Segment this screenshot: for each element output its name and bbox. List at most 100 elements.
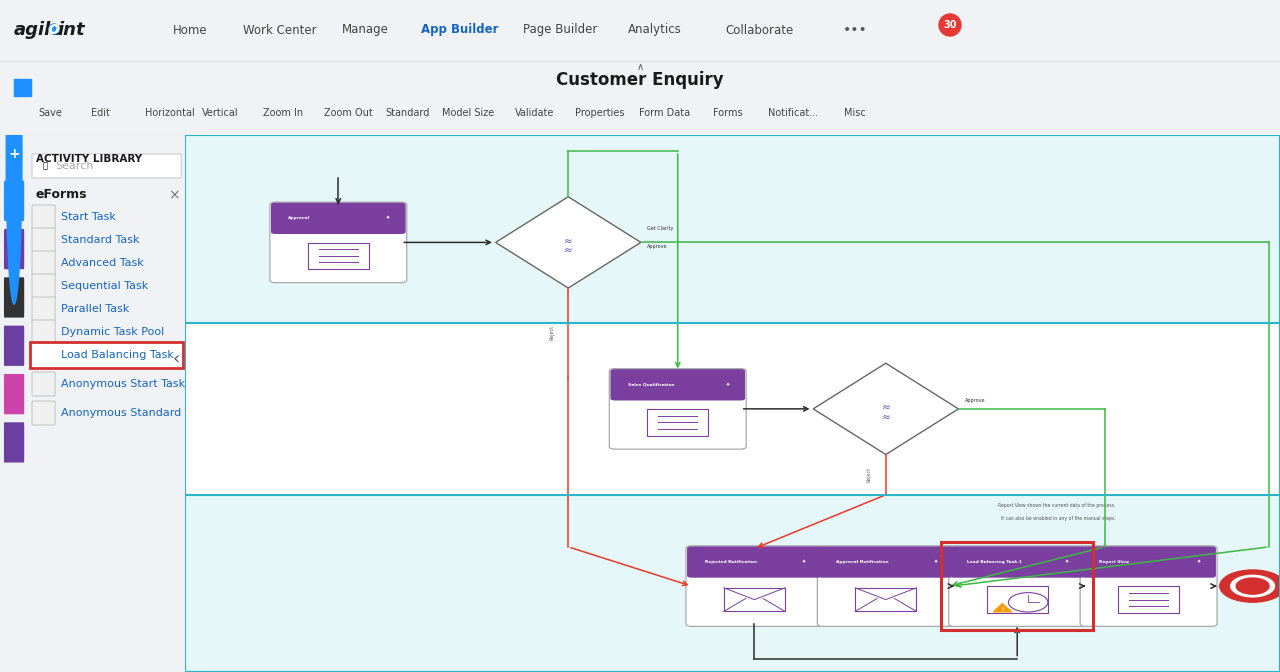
Text: Standard: Standard — [385, 108, 430, 118]
FancyBboxPatch shape — [4, 278, 24, 318]
FancyBboxPatch shape — [687, 546, 822, 578]
Bar — [186, 495, 1280, 672]
FancyBboxPatch shape — [32, 228, 55, 252]
Text: Edit: Edit — [91, 108, 109, 118]
Text: Vertical: Vertical — [202, 108, 238, 118]
Text: Horizontal: Horizontal — [145, 108, 195, 118]
Text: ×: × — [169, 188, 180, 202]
Bar — [723, 588, 785, 612]
Bar — [14, 88, 22, 96]
Text: Work Center: Work Center — [243, 24, 317, 36]
Text: Search: Search — [55, 161, 93, 171]
Text: Rejected Notification: Rejected Notification — [704, 560, 756, 564]
FancyBboxPatch shape — [1082, 546, 1216, 578]
Text: ✦: ✦ — [1065, 560, 1069, 564]
Text: Reject: Reject — [867, 467, 872, 482]
Text: ≈: ≈ — [882, 403, 890, 412]
Text: Page Builder: Page Builder — [522, 24, 598, 36]
Text: Anonymous Start Task: Anonymous Start Task — [61, 379, 186, 389]
Text: Report View: Report View — [1098, 560, 1129, 564]
Text: Approve: Approve — [965, 398, 986, 403]
Circle shape — [1009, 593, 1048, 612]
Text: ‹: ‹ — [172, 351, 179, 368]
Text: Dynamic Task Pool: Dynamic Task Pool — [61, 327, 164, 337]
Text: ≈: ≈ — [882, 412, 890, 422]
FancyBboxPatch shape — [4, 326, 24, 366]
Text: Load Balancing Task: Load Balancing Task — [61, 350, 174, 360]
Text: Model Size: Model Size — [442, 108, 494, 118]
Text: ≈: ≈ — [564, 245, 572, 255]
Text: eForms: eForms — [36, 189, 87, 202]
Text: Approve: Approve — [648, 244, 668, 249]
Polygon shape — [813, 364, 959, 454]
Text: Get Clarity: Get Clarity — [648, 226, 673, 231]
Circle shape — [1231, 575, 1275, 597]
Text: Advanced Task: Advanced Task — [61, 258, 143, 268]
FancyBboxPatch shape — [686, 546, 823, 626]
Circle shape — [1236, 578, 1268, 594]
Text: Report View shows the current data of the process.: Report View shows the current data of th… — [998, 503, 1116, 508]
Bar — [23, 88, 31, 96]
Text: Standard Task: Standard Task — [61, 235, 140, 245]
Bar — [941, 542, 1093, 630]
Bar — [1117, 586, 1179, 613]
FancyBboxPatch shape — [4, 181, 24, 221]
FancyBboxPatch shape — [32, 320, 55, 344]
Text: It can also be enabled in any of the manual steps.: It can also be enabled in any of the man… — [1001, 517, 1116, 521]
Text: Anonymous Standard Task: Anonymous Standard Task — [61, 408, 209, 418]
Text: agile: agile — [14, 21, 64, 39]
Bar — [186, 135, 1280, 323]
Text: ✦: ✦ — [726, 382, 730, 387]
Text: Manage: Manage — [342, 24, 388, 36]
Text: ✦: ✦ — [387, 216, 390, 221]
FancyBboxPatch shape — [609, 369, 746, 449]
FancyBboxPatch shape — [270, 202, 407, 283]
Bar — [1091, 548, 1207, 575]
Text: Notificat...: Notificat... — [768, 108, 818, 118]
Polygon shape — [495, 197, 641, 288]
Circle shape — [1220, 570, 1280, 602]
FancyBboxPatch shape — [818, 546, 954, 626]
Bar — [14, 79, 22, 87]
FancyBboxPatch shape — [4, 374, 24, 414]
Text: Zoom Out: Zoom Out — [324, 108, 372, 118]
FancyBboxPatch shape — [4, 422, 24, 462]
Text: Validate: Validate — [516, 108, 554, 118]
Text: App Builder: App Builder — [421, 24, 499, 36]
Bar — [959, 548, 1075, 575]
Text: Reject: Reject — [549, 325, 554, 340]
Circle shape — [49, 24, 59, 34]
FancyBboxPatch shape — [818, 546, 954, 578]
Text: Parallel Task: Parallel Task — [61, 304, 129, 314]
Text: 30: 30 — [943, 20, 956, 30]
Bar — [186, 323, 1280, 495]
FancyBboxPatch shape — [1080, 546, 1217, 626]
Text: Misc: Misc — [844, 108, 865, 118]
Text: Sequential Task: Sequential Task — [61, 281, 148, 291]
FancyBboxPatch shape — [32, 401, 55, 425]
FancyBboxPatch shape — [32, 343, 55, 367]
FancyBboxPatch shape — [32, 274, 55, 298]
FancyBboxPatch shape — [271, 203, 406, 234]
Bar — [648, 409, 708, 436]
Text: Properties: Properties — [575, 108, 625, 118]
FancyBboxPatch shape — [611, 369, 745, 401]
Text: Home: Home — [173, 24, 207, 36]
Text: ≈: ≈ — [564, 236, 572, 246]
Circle shape — [940, 14, 961, 36]
Polygon shape — [993, 603, 1011, 612]
Text: ACTIVITY LIBRARY: ACTIVITY LIBRARY — [36, 154, 142, 164]
FancyBboxPatch shape — [948, 546, 1085, 626]
Text: Sales Qualification: Sales Qualification — [628, 383, 675, 387]
Bar — [827, 548, 945, 575]
Text: ∧: ∧ — [636, 62, 644, 72]
Circle shape — [6, 3, 22, 304]
Text: Approval Notification: Approval Notification — [836, 560, 888, 564]
Text: Form Data: Form Data — [640, 108, 691, 118]
Text: Forms: Forms — [713, 108, 742, 118]
Text: Start Task: Start Task — [61, 212, 115, 222]
FancyBboxPatch shape — [32, 205, 55, 229]
Bar — [620, 371, 736, 398]
FancyBboxPatch shape — [32, 251, 55, 275]
FancyBboxPatch shape — [32, 372, 55, 396]
